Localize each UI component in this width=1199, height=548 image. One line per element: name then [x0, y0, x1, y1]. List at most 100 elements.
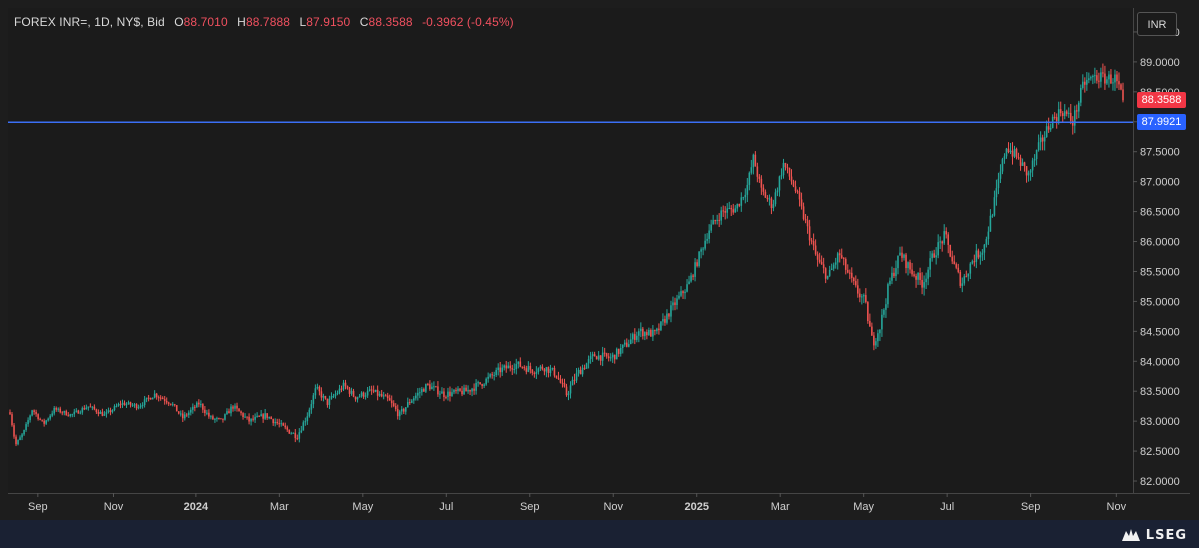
candle-body [583, 367, 586, 369]
candle-body [151, 397, 154, 400]
candle-body [43, 420, 45, 424]
candle-body [559, 378, 562, 383]
candle-body [543, 369, 546, 372]
candle-body [270, 417, 272, 419]
candle-body [1098, 80, 1100, 82]
candle-body [804, 218, 807, 221]
candle-body [356, 397, 359, 400]
candle-body [463, 387, 465, 395]
candle-body [577, 369, 580, 374]
candle-body [282, 423, 285, 426]
candle-body [764, 191, 767, 198]
candle-body [911, 269, 913, 275]
candle-body [318, 386, 321, 392]
candle-body [617, 348, 620, 354]
candle-body [587, 359, 590, 364]
candle-body [190, 409, 192, 413]
candle-body [493, 374, 495, 376]
candle-body [137, 407, 140, 409]
candle-body [499, 367, 502, 373]
candle-body [690, 275, 692, 282]
candle-body [808, 226, 811, 241]
y-tick-label: 86.5000 [1140, 207, 1180, 219]
candle-body [240, 411, 242, 414]
candle-body [838, 253, 841, 256]
candle-body [826, 275, 829, 279]
candle-body [396, 409, 399, 417]
candle-body [268, 417, 270, 419]
hline-price-badge[interactable]: 87.9921 [1137, 114, 1186, 131]
candle-body [69, 414, 72, 416]
candle-body [147, 397, 150, 399]
candle-body [135, 404, 138, 409]
candle-body [750, 167, 753, 173]
candle-body [688, 281, 690, 285]
candle-body [660, 321, 662, 331]
candle-body [479, 382, 481, 385]
candle-body [386, 395, 389, 399]
candle-body [758, 176, 761, 179]
candle-body [792, 181, 795, 187]
candle-body [754, 154, 757, 167]
candle-body [1102, 72, 1104, 74]
y-tick-label: 84.5000 [1140, 326, 1180, 338]
candle-body [702, 248, 704, 250]
candle-body [141, 405, 144, 407]
candle-body [919, 273, 921, 280]
candle-body [1065, 111, 1068, 114]
candle-body [415, 395, 417, 399]
candle-body [1057, 109, 1060, 122]
candle-body [131, 405, 134, 407]
candle-body [877, 333, 879, 342]
candle-body [573, 379, 576, 381]
candle-body [742, 197, 745, 199]
candle-body [429, 384, 431, 390]
candle-body [899, 252, 901, 256]
candle-body [686, 284, 688, 292]
candle-body [521, 366, 524, 368]
candle-body [738, 203, 741, 206]
candle-body [913, 274, 915, 276]
candle-body [640, 328, 642, 332]
candle-body [1067, 112, 1070, 114]
x-axis-ticks[interactable]: Sep Nov 2024 Mar May Jul Sep Nov 2025 Mar May Jul Se… [28, 493, 1127, 513]
candle-body [206, 412, 208, 414]
candle-body [477, 382, 479, 384]
candle-body [143, 399, 146, 406]
candle-body [869, 321, 871, 327]
candle-body [1013, 148, 1016, 157]
symbol-label[interactable]: FOREX INR=, 1D, NY$, Bid [14, 15, 165, 29]
candle-body [979, 254, 982, 258]
currency-button[interactable]: INR [1137, 12, 1177, 36]
candle-body [382, 395, 385, 397]
candle-body [487, 376, 489, 379]
candle-body [103, 414, 106, 416]
y-tick-label: 82.0000 [1140, 476, 1180, 488]
candle-body [1075, 110, 1078, 112]
candle-body [346, 386, 349, 389]
candle-body [790, 176, 793, 182]
candle-body [1015, 148, 1018, 158]
candle-body [627, 344, 630, 347]
candle-body [537, 368, 540, 372]
candle-body [437, 386, 439, 395]
candle-body [453, 389, 455, 393]
candle-body [495, 369, 497, 375]
x-tick-label: Nov [1107, 501, 1127, 513]
plot-area[interactable] [8, 8, 1134, 494]
candle-body [873, 335, 875, 346]
candle-body [983, 244, 986, 253]
candle-body [629, 339, 632, 345]
candle-body [234, 405, 236, 409]
candle-body [567, 393, 570, 396]
candle-body [555, 375, 558, 378]
candle-body [887, 284, 889, 305]
candle-body [91, 406, 94, 408]
candle-body [871, 326, 873, 336]
candle-body [169, 403, 172, 405]
candle-body [25, 424, 27, 430]
candle-body [929, 258, 931, 270]
candle-body [471, 388, 473, 392]
candle-body [852, 277, 855, 282]
